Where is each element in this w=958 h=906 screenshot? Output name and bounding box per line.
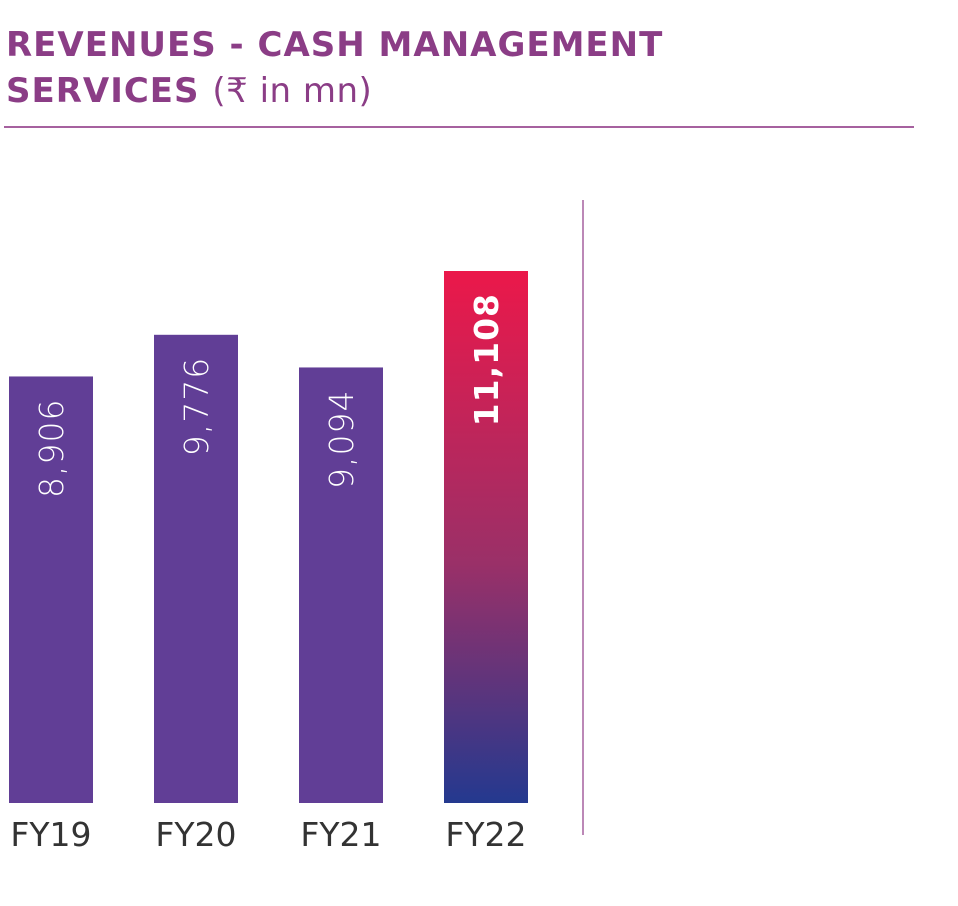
value-label-fy22: 11,108 xyxy=(467,293,506,426)
chart-title-line1: REVENUES - CASH MANAGEMENT xyxy=(6,25,664,65)
category-label-fy19: FY19 xyxy=(10,815,91,854)
bar-fy19 xyxy=(9,376,93,803)
category-label-fy21: FY21 xyxy=(300,815,381,854)
bar-fy22 xyxy=(444,271,528,803)
value-label-fy19: 8,906 xyxy=(32,398,71,497)
value-label-fy21: 9,094 xyxy=(322,389,361,488)
chart-title: REVENUES - CASH MANAGEMENT SERVICES (₹ i… xyxy=(6,22,906,114)
chart-title-unit: (₹ in mn) xyxy=(212,71,373,111)
bar-fy21 xyxy=(299,367,383,803)
value-label-fy20: 9,776 xyxy=(177,357,216,456)
category-label-fy20: FY20 xyxy=(155,815,236,854)
bar-fy20 xyxy=(154,334,238,803)
chart-title-bold: SERVICES xyxy=(6,71,200,111)
title-underline xyxy=(4,126,914,128)
chart-title-line2: SERVICES (₹ in mn) xyxy=(6,68,906,114)
category-label-fy22: FY22 xyxy=(445,815,526,854)
